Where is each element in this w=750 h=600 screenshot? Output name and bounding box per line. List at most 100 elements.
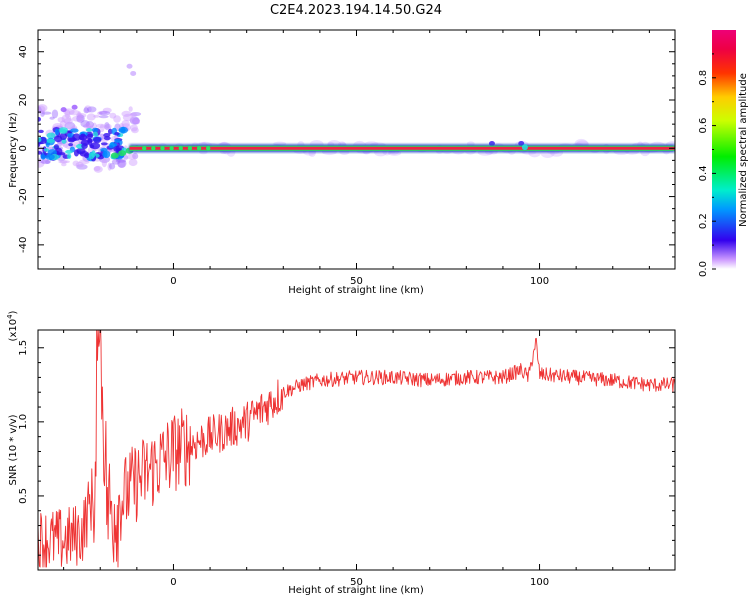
spectral-blob xyxy=(59,160,70,164)
spectral-blob xyxy=(196,146,202,151)
spectrogram-x-ticks: 0 50 100 xyxy=(63,30,650,287)
y-tick-label: 0 xyxy=(18,145,29,151)
spectral-blob xyxy=(95,123,106,129)
spectral-blob xyxy=(187,146,193,151)
spectral-blob xyxy=(169,146,174,151)
spectral-blob xyxy=(113,115,121,123)
spectral-blob xyxy=(45,160,51,164)
spectral-blob xyxy=(93,136,102,144)
spectral-blob xyxy=(40,154,46,160)
spectral-blob xyxy=(151,146,156,151)
spectral-blob xyxy=(130,112,138,117)
spectral-blob xyxy=(100,147,108,152)
y-tick-label: -40 xyxy=(18,237,29,253)
spectral-blob xyxy=(92,131,99,137)
spectral-blob xyxy=(57,116,65,123)
spectral-blob xyxy=(103,132,111,138)
spectral-blob xyxy=(54,128,60,136)
spectral-blob xyxy=(114,138,121,143)
spectral-blob xyxy=(68,143,73,147)
spectral-blob xyxy=(38,105,46,114)
spectral-blob xyxy=(98,110,108,115)
spectral-blob xyxy=(83,105,92,113)
spectral-blob xyxy=(72,133,81,141)
snr-y-ticks: 0.5 1.0 1.5 xyxy=(18,340,675,556)
spectral-blob xyxy=(102,107,112,113)
spectral-blob xyxy=(38,129,44,134)
x-tick-label: 0 xyxy=(170,577,176,588)
spectral-blob xyxy=(86,113,96,121)
x-tick-label: 50 xyxy=(350,577,363,588)
spectral-blob xyxy=(71,104,78,110)
spectral-blob xyxy=(76,164,88,170)
spectral-blob xyxy=(130,124,138,132)
spectral-blob xyxy=(103,136,111,141)
colorbar-tick-label: 0.2 xyxy=(698,213,709,229)
spectral-blob xyxy=(128,158,138,167)
spectral-blob xyxy=(61,114,72,123)
spectral-blob xyxy=(40,159,51,165)
spectral-blob xyxy=(38,104,48,112)
spectral-blob xyxy=(117,159,126,168)
snr-panel: 0 50 100 0.5 1.0 1.5 Height of straight line… xyxy=(6,310,676,596)
spectral-blob xyxy=(129,118,141,124)
spectral-blob xyxy=(46,132,56,139)
spectral-blob xyxy=(126,63,133,69)
spectral-blob xyxy=(108,144,114,149)
spectral-blob xyxy=(75,161,84,168)
spectral-blob xyxy=(38,157,49,164)
spectral-blob xyxy=(93,166,101,172)
spectral-blob xyxy=(73,149,79,157)
spectral-blob xyxy=(79,151,90,157)
spectral-blob xyxy=(93,114,100,118)
figure-title: C2E4.2023.194.14.50.G24 xyxy=(270,3,442,18)
x-tick-label: 0 xyxy=(170,276,176,287)
spectral-blob xyxy=(128,106,133,112)
spectral-blob xyxy=(132,117,140,125)
spectral-blob xyxy=(78,159,90,165)
spectral-blob xyxy=(97,111,103,116)
spectral-blob xyxy=(61,162,67,167)
y-tick-label: 0.5 xyxy=(18,488,29,504)
spectral-blob xyxy=(118,150,127,157)
colorbar-tick-label: 0.4 xyxy=(698,165,709,181)
spectral-blob xyxy=(100,142,108,146)
spectral-blob xyxy=(87,138,93,146)
spectral-blob xyxy=(86,133,93,138)
spectral-blob xyxy=(90,142,101,150)
snr-series-line xyxy=(38,330,675,568)
colorbar: 0.0 0.2 0.4 0.6 0.8 Normalized spectral ampl… xyxy=(698,30,749,277)
carrier-band-core xyxy=(129,146,675,150)
spectral-blob xyxy=(108,163,116,170)
spectral-blob xyxy=(70,128,79,133)
snr-xlabel: Height of straight line (km) xyxy=(288,585,424,596)
spectral-blob xyxy=(130,112,142,117)
spectral-blob xyxy=(91,150,96,158)
spectral-blob xyxy=(160,146,165,151)
spectral-blob xyxy=(59,132,68,141)
spectral-blob xyxy=(60,107,67,113)
spectral-blob xyxy=(59,129,68,134)
spectral-blob xyxy=(64,109,71,119)
spectral-blob xyxy=(126,153,136,160)
spectral-blob xyxy=(75,113,87,118)
spectrogram-ylabel: Frequency (Hz) xyxy=(8,112,19,188)
spectrogram-y-ticks: -40 -20 0 20 40 xyxy=(18,39,675,270)
spectral-blob xyxy=(49,116,55,120)
spectral-blob xyxy=(53,144,59,150)
spectral-blob xyxy=(43,148,50,152)
spectral-blob xyxy=(77,111,82,120)
spectral-blob xyxy=(101,158,107,168)
spectrogram-xlabel: Height of straight line (km) xyxy=(288,285,424,296)
spectral-blob xyxy=(109,112,117,119)
spectral-blob xyxy=(38,159,45,168)
spectral-blob xyxy=(77,113,83,122)
spectral-blob xyxy=(131,127,139,134)
spectral-blob xyxy=(58,160,68,164)
snr-frame xyxy=(37,329,676,571)
spectral-blob xyxy=(82,123,93,129)
spectral-blob xyxy=(99,110,111,116)
spectral-blob xyxy=(46,138,55,144)
spectral-blob xyxy=(117,159,127,168)
